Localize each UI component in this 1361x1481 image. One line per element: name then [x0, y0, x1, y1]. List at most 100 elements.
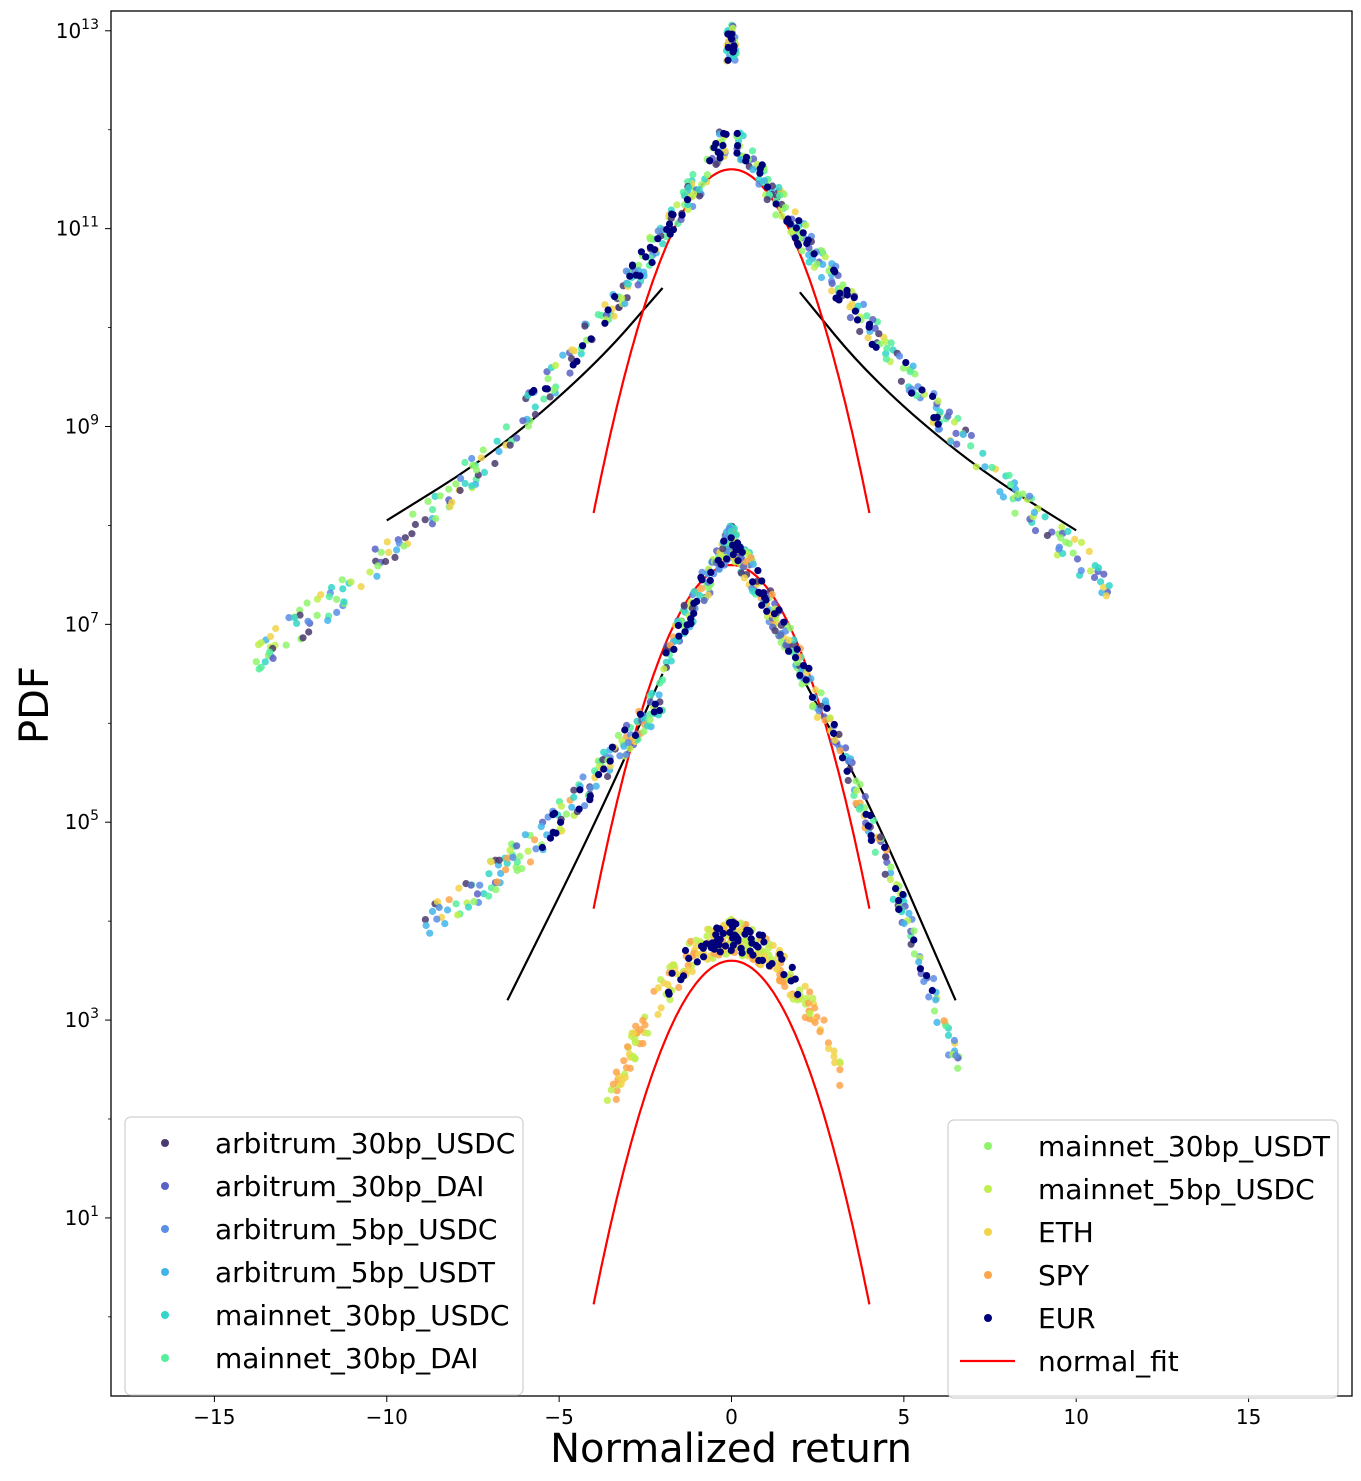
data-point — [622, 750, 631, 759]
x-tick-label: −10 — [366, 1405, 408, 1429]
data-point — [600, 748, 608, 756]
data-point — [1025, 492, 1034, 500]
legend-marker — [161, 1268, 169, 1276]
data-point — [408, 530, 416, 538]
data-point — [1077, 567, 1085, 575]
data-point-eur — [754, 943, 762, 951]
data-point — [654, 1010, 662, 1019]
data-point — [537, 823, 545, 831]
legend-label: mainnet_5bp_USDC — [1038, 1173, 1315, 1206]
legend-label: mainnet_30bp_USDC — [215, 1299, 509, 1332]
data-point-eur — [794, 241, 803, 249]
data-point-eur — [763, 183, 772, 191]
data-point-eur — [546, 834, 555, 842]
data-point-eur — [601, 319, 609, 327]
data-point-eur — [895, 896, 903, 905]
data-point-eur — [663, 225, 671, 234]
data-point — [393, 546, 401, 554]
legend-label: normal_fit — [1038, 1345, 1179, 1378]
data-point — [266, 633, 275, 641]
data-point-eur — [785, 647, 793, 655]
data-point — [662, 658, 671, 666]
data-point — [936, 408, 944, 416]
data-point — [1011, 509, 1019, 517]
data-point — [594, 311, 602, 319]
data-point — [768, 590, 776, 599]
data-point-eur — [872, 343, 880, 351]
data-point-eur — [669, 211, 677, 219]
data-point — [562, 810, 570, 818]
data-point — [830, 1047, 838, 1055]
data-point-eur — [729, 551, 737, 559]
data-point — [526, 858, 535, 866]
data-point — [787, 228, 795, 236]
data-point — [252, 658, 260, 666]
tail-fit-curve — [799, 291, 1077, 532]
data-point-eur — [628, 261, 637, 269]
data-point — [502, 866, 510, 874]
data-point — [897, 377, 906, 385]
data-point — [456, 486, 464, 494]
data-point — [443, 906, 452, 914]
data-point-eur — [587, 335, 595, 343]
data-point-eur — [895, 905, 903, 914]
data-point — [698, 584, 706, 593]
data-point — [1064, 527, 1072, 536]
data-point — [818, 247, 826, 255]
data-point — [646, 235, 654, 243]
data-point-eur — [902, 359, 910, 367]
data-point — [1057, 534, 1065, 542]
data-point-eur — [677, 976, 685, 984]
data-point-eur — [867, 832, 875, 840]
data-point — [777, 631, 785, 639]
data-point — [1043, 531, 1051, 540]
data-point — [428, 907, 437, 916]
y-tick-label: 101 — [65, 1204, 99, 1230]
normal-fit-curve — [592, 959, 871, 1305]
data-point — [835, 730, 843, 739]
data-point-eur — [791, 234, 799, 242]
data-point — [871, 324, 879, 332]
data-point — [950, 1036, 959, 1045]
data-point — [502, 423, 510, 431]
data-point — [624, 1043, 632, 1051]
data-point — [493, 437, 501, 445]
data-point — [618, 294, 626, 302]
data-point — [644, 1029, 652, 1037]
data-point-eur — [608, 743, 617, 751]
data-point — [906, 368, 914, 376]
y-tick-label: 105 — [65, 808, 99, 834]
data-point-eur — [668, 969, 676, 977]
legend-marker — [161, 1311, 169, 1319]
data-point — [612, 1068, 621, 1076]
data-point-eur — [799, 229, 807, 237]
data-point-eur — [595, 771, 603, 779]
data-point — [950, 418, 959, 426]
legend-marker — [984, 1142, 992, 1150]
data-point — [454, 911, 462, 919]
data-point — [559, 351, 567, 359]
legend-label: arbitrum_30bp_USDC — [215, 1127, 515, 1160]
data-point — [506, 441, 514, 449]
data-point — [519, 417, 527, 425]
data-point — [688, 967, 696, 976]
data-point — [333, 595, 341, 604]
data-point-eur — [853, 316, 862, 324]
data-point — [771, 600, 779, 608]
data-point — [506, 846, 514, 855]
x-tick-label: 15 — [1236, 1405, 1261, 1429]
data-point-eur — [755, 931, 763, 939]
data-point-eur — [787, 977, 795, 985]
data-point — [305, 628, 313, 636]
data-point — [623, 294, 631, 302]
data-point — [648, 689, 656, 697]
data-point — [616, 752, 624, 760]
data-point — [750, 155, 758, 163]
data-point — [581, 322, 589, 330]
data-point — [871, 848, 879, 856]
data-point — [640, 728, 648, 736]
data-point — [428, 520, 436, 528]
data-point — [944, 1031, 953, 1039]
data-point-eur — [716, 925, 724, 933]
y-tick-label: 103 — [65, 1006, 99, 1032]
